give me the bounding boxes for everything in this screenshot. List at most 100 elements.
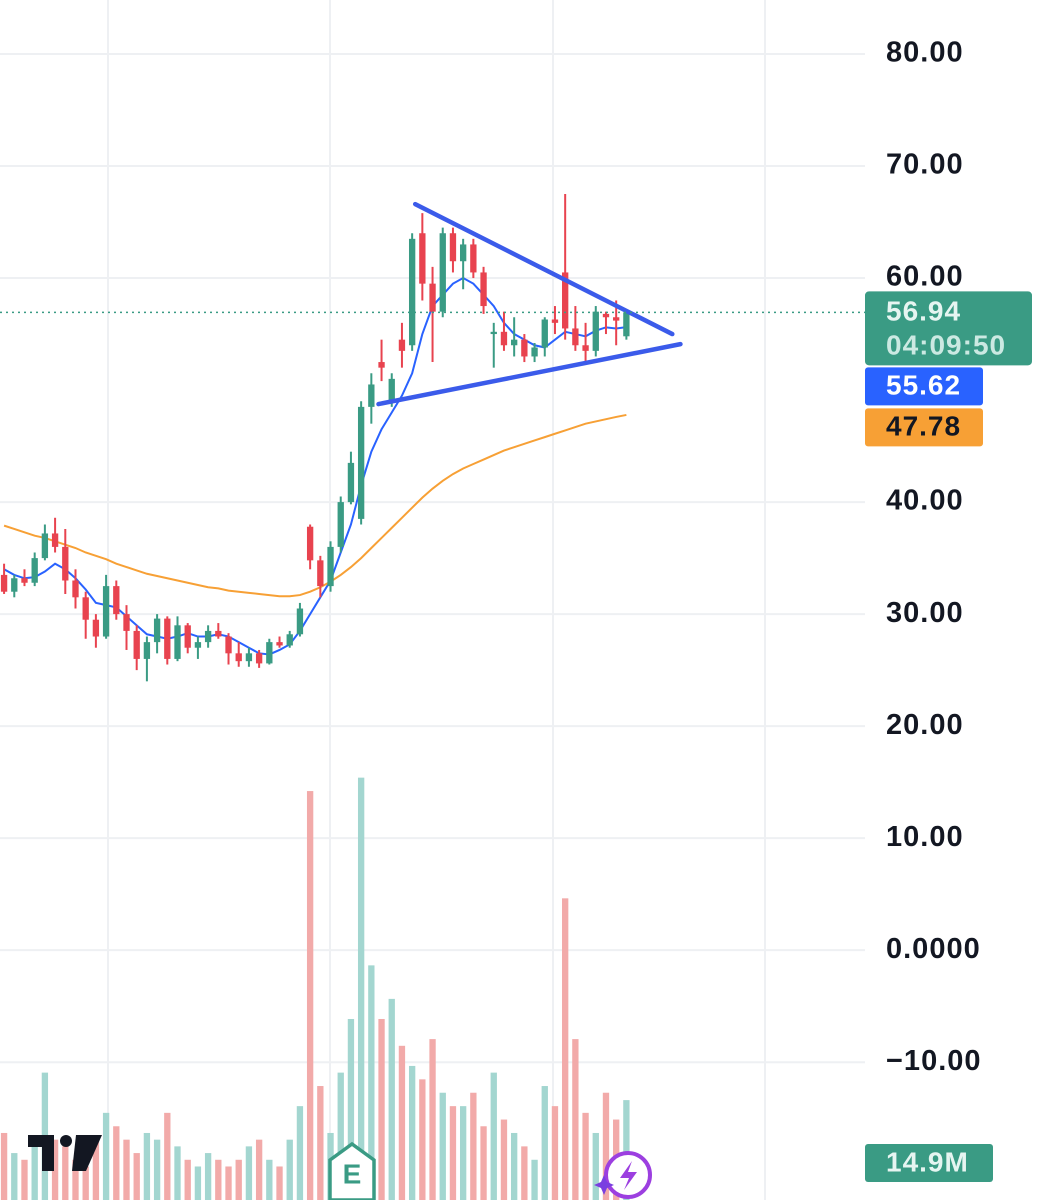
candle-body [204, 630, 212, 643]
volume-bar [113, 1126, 120, 1200]
volume-bar [184, 1159, 191, 1200]
candle-body [500, 331, 508, 346]
volume-bar [480, 1126, 487, 1200]
volume-tag-value: 14.9M [886, 1146, 969, 1177]
volume-bar [511, 1132, 518, 1200]
volume-bar [286, 1139, 293, 1200]
volume-bar [92, 1139, 100, 1200]
y-tick-label: 80.00 [886, 37, 964, 69]
volume-bar [245, 1146, 253, 1200]
candle-body [51, 533, 59, 547]
volume-bar [521, 1146, 528, 1200]
candle-body [429, 283, 436, 312]
volume-bar [143, 1132, 151, 1200]
countdown: 04:09:50 [886, 330, 1006, 361]
candle-body [480, 272, 487, 307]
candle-body [419, 233, 426, 284]
candle-body [572, 328, 579, 346]
volume-bar [347, 1018, 355, 1200]
candle-body [408, 238, 416, 346]
candle-body [286, 634, 293, 646]
volume-bar [439, 1092, 446, 1200]
volume-tag [865, 1144, 993, 1182]
candle-body [31, 558, 38, 583]
logo-shape [28, 1135, 54, 1171]
earnings-badge [328, 1141, 376, 1200]
volume-bar [582, 1112, 589, 1200]
y-tick-label: 20.00 [886, 709, 964, 741]
candle-body [439, 233, 446, 312]
volume-bar [72, 1159, 79, 1200]
ma-tag-value: 47.78 [886, 411, 961, 442]
candle-body [62, 546, 69, 581]
candle-body [102, 586, 110, 637]
volume-bar [235, 1159, 242, 1200]
y-tick-label: 10.00 [886, 821, 964, 853]
candle-body [266, 642, 273, 664]
trendline [412, 201, 675, 337]
candle-body [562, 272, 569, 329]
earnings-marker: E [328, 1141, 376, 1200]
candle-body [82, 597, 89, 620]
volume-bar [0, 1132, 8, 1200]
candle-body [398, 339, 406, 351]
volume-bar [408, 1065, 416, 1200]
volume-bar [470, 1092, 477, 1200]
volume-bar [500, 1119, 508, 1200]
candle-body [41, 533, 49, 559]
volume-bar [572, 1039, 579, 1200]
logo-shape [72, 1135, 102, 1171]
volume-bar [225, 1166, 232, 1200]
volume-bar [459, 1106, 467, 1200]
candle-body [123, 614, 130, 631]
volume-bar [368, 965, 375, 1200]
candle-body [551, 319, 559, 323]
volume-bar [276, 1166, 283, 1200]
volume-bar [62, 1146, 69, 1200]
volume-bar [266, 1159, 273, 1200]
volume-bar [133, 1153, 140, 1200]
candle-body [327, 546, 334, 587]
volume-bar [51, 1139, 59, 1200]
badge-star [594, 1175, 614, 1195]
volume-bar [194, 1166, 202, 1200]
volume-bar [419, 1079, 426, 1200]
badge-bolt [620, 1161, 637, 1190]
volume-bar [153, 1139, 161, 1200]
y-tick-label: 40.00 [886, 485, 964, 517]
y-tick-label: 70.00 [886, 149, 964, 181]
lightning-badge [594, 1151, 652, 1199]
trendline [376, 341, 683, 407]
volume-bar [255, 1139, 263, 1200]
volume-bar [204, 1153, 212, 1200]
candle-body [388, 378, 395, 402]
candle-body [521, 339, 528, 357]
volume-bar [490, 1072, 497, 1200]
volume-bar [31, 1146, 38, 1200]
candle-body [0, 574, 8, 592]
volume-bar [388, 998, 395, 1200]
volume-bar [215, 1159, 222, 1200]
candle-body [225, 636, 232, 654]
candle-body [541, 319, 548, 348]
candle-body [602, 313, 610, 318]
ma-tag [865, 408, 983, 447]
volume-bar [623, 1100, 630, 1200]
volume-bar [449, 1106, 457, 1200]
moving-average [3, 413, 627, 598]
candle-body [11, 578, 18, 592]
candle-body [470, 244, 477, 273]
candle-body [184, 625, 191, 648]
candle-body [235, 653, 242, 662]
candle-body [113, 586, 120, 615]
candle-body [337, 502, 344, 547]
volume-bar [337, 1072, 344, 1200]
candle-body [449, 233, 457, 262]
volume-bar [398, 1045, 406, 1200]
y-tick-label: 0.0000 [886, 933, 981, 965]
y-tick-label: 30.00 [886, 597, 964, 629]
price-tag [865, 291, 1032, 366]
volume-bar [602, 1092, 610, 1200]
volume-bar [317, 1086, 324, 1200]
